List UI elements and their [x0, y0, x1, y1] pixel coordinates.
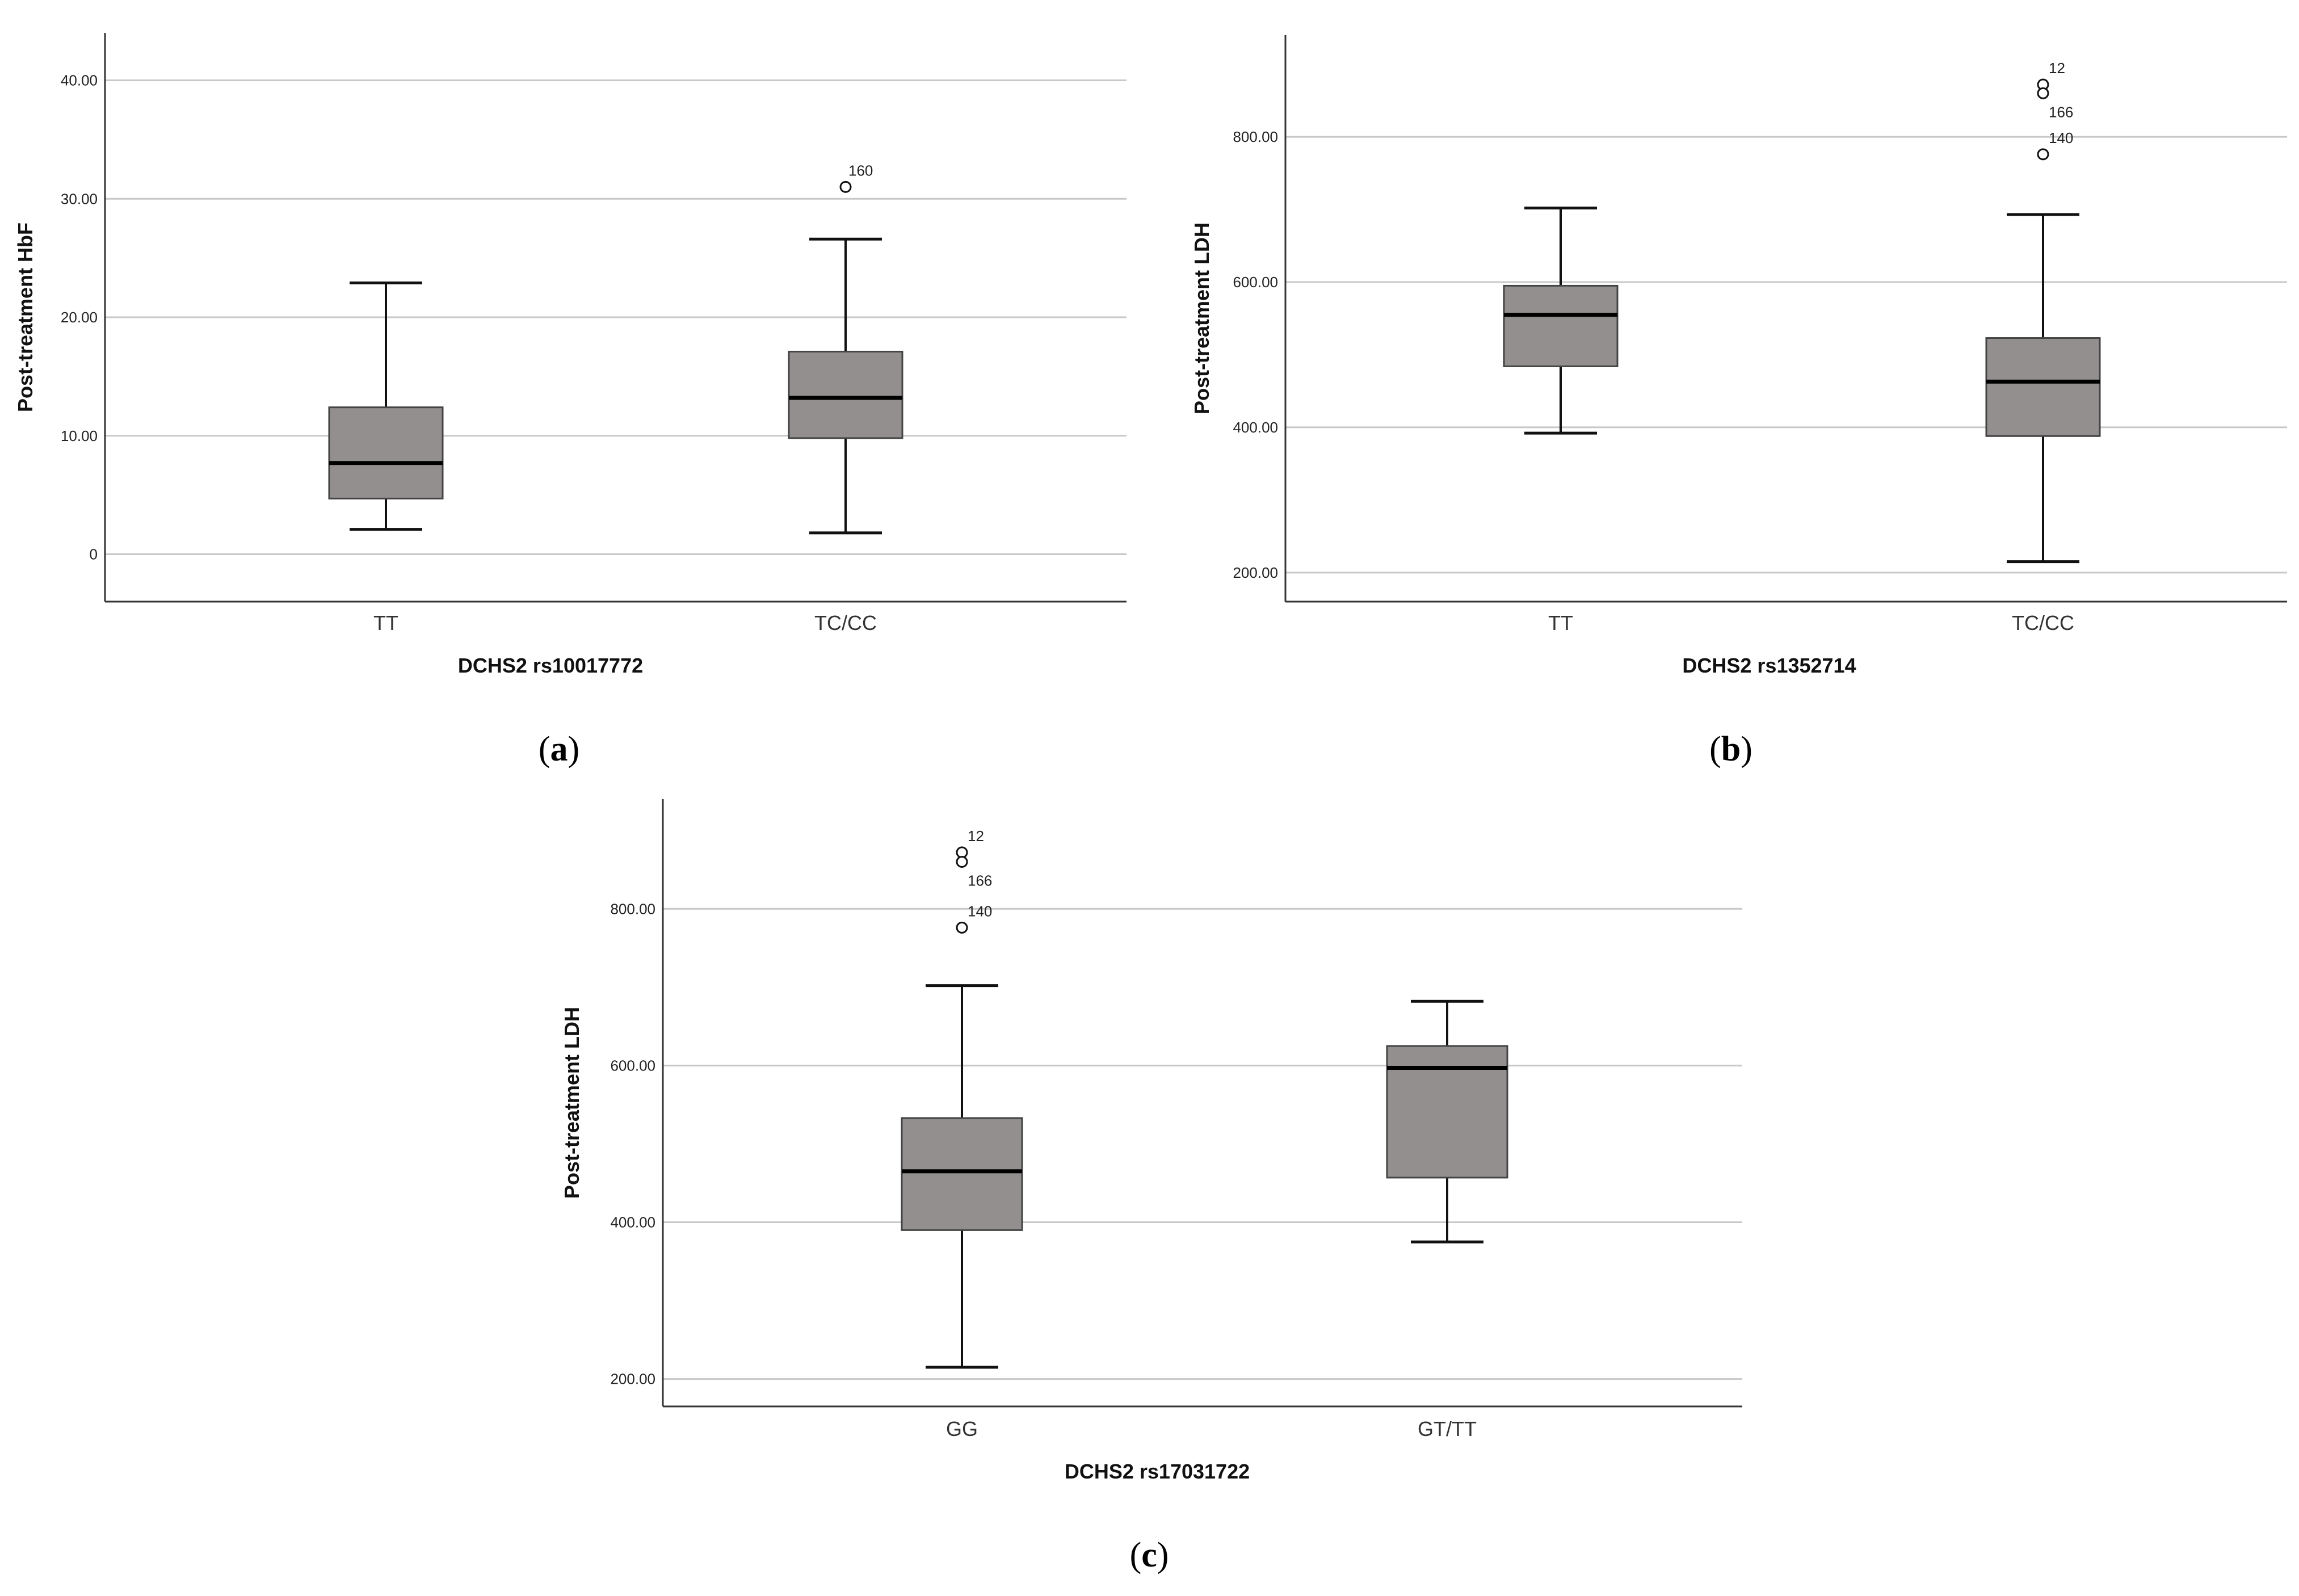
box-tc-cc: 12 166 140 — [1985, 60, 2101, 564]
caption-paren-close: ) — [1157, 1536, 1169, 1574]
interquartile-box — [901, 1117, 1023, 1231]
interquartile-box — [1503, 284, 1619, 367]
y-axis-title: Post-treatment LDH — [1190, 222, 1213, 414]
x-category-label: TC/CC — [2012, 611, 2074, 635]
x-category-label: GG — [946, 1417, 978, 1440]
y-tick-label: 0 — [90, 546, 98, 563]
box-gg: 12 166 140 — [901, 828, 1023, 1369]
outlier-label: 140 — [968, 902, 992, 919]
y-axis-title: Post-treatment HbF — [14, 222, 37, 412]
chart-panel-a: 0 10.00 20.00 30.00 40.00 TT 160 TC/CC DCHS2 rs1… — [14, 33, 1127, 768]
box-tc-cc: 160 — [788, 162, 903, 535]
caption-letter: b — [1721, 730, 1741, 768]
y-tick-label: 400.00 — [610, 1214, 655, 1231]
outlier-label: 160 — [848, 162, 873, 179]
y-tick-label: 600.00 — [610, 1057, 655, 1074]
caption-letter: a — [550, 730, 568, 768]
y-tick-label: 20.00 — [61, 309, 98, 326]
y-tick-label: 30.00 — [61, 190, 98, 207]
panel-caption: (b) — [1709, 730, 1752, 768]
x-axis-title: DCHS2 rs10017772 — [458, 654, 643, 677]
box-tt — [1503, 207, 1619, 435]
y-tick-label: 800.00 — [1233, 128, 1278, 145]
outlier-label: 140 — [2049, 129, 2073, 146]
interquartile-box — [788, 351, 903, 439]
caption-paren-close: ) — [1741, 730, 1752, 768]
box-gt-tt — [1386, 999, 1508, 1244]
y-tick-label: 400.00 — [1233, 419, 1278, 436]
y-tick-label: 200.00 — [1233, 564, 1278, 581]
x-axis-title: DCHS2 rs1352714 — [1682, 654, 1856, 677]
caption-paren-open: ( — [539, 730, 550, 768]
y-tick-label: 40.00 — [61, 72, 98, 89]
outlier-point — [2037, 87, 2049, 99]
outlier-point — [2037, 148, 2049, 161]
outlier-point — [956, 855, 968, 868]
panel-caption: (a) — [539, 730, 579, 768]
panel-caption: (c) — [1130, 1536, 1169, 1574]
outlier-point — [839, 180, 852, 193]
x-category-label: TT — [373, 611, 398, 635]
x-category-label: TT — [1548, 611, 1573, 635]
x-axis-title: DCHS2 rs17031722 — [1065, 1460, 1250, 1483]
y-tick-label: 10.00 — [61, 427, 98, 444]
interquartile-box — [1985, 337, 2101, 437]
caption-paren-close: ) — [568, 730, 580, 768]
caption-paren-open: ( — [1709, 730, 1721, 768]
outlier-label: 166 — [2049, 103, 2073, 120]
x-category-label: GT/TT — [1418, 1417, 1477, 1440]
y-tick-label: 600.00 — [1233, 274, 1278, 291]
interquartile-box — [328, 406, 444, 499]
outlier-label: 12 — [2049, 60, 2065, 77]
interquartile-box — [1386, 1045, 1508, 1179]
chart-panel-b: 200.00 400.00 600.00 800.00 TT 12 166 140 TC/CC D… — [1190, 35, 2287, 768]
y-tick-label: 800.00 — [610, 900, 655, 917]
caption-letter: c — [1141, 1536, 1157, 1574]
outlier-label: 12 — [968, 828, 984, 845]
y-tick-label: 200.00 — [610, 1371, 655, 1388]
x-category-label: TC/CC — [814, 611, 877, 635]
chart-panel-c: 200.00 400.00 600.00 800.00 12 166 140 GG GT/TT D… — [560, 799, 1742, 1574]
y-axis-title: Post-treatment LDH — [560, 1007, 583, 1199]
outlier-point — [956, 921, 968, 934]
caption-paren-open: ( — [1130, 1536, 1142, 1574]
box-tt — [328, 281, 444, 531]
outlier-label: 166 — [968, 872, 992, 889]
